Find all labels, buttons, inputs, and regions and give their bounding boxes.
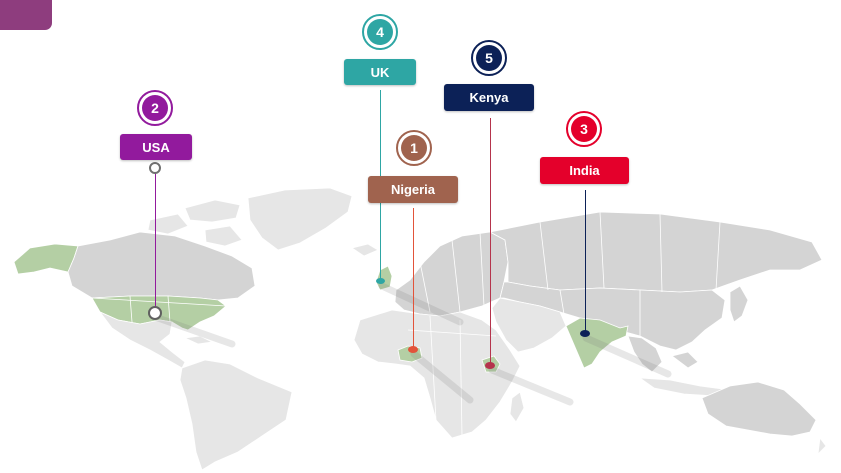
australia-shape: [701, 381, 817, 437]
japan-shape: [729, 285, 749, 323]
nigeria-rank-badge: 1: [396, 130, 432, 166]
usa-pin-point: [148, 306, 162, 320]
usa-pin-top-ring: [149, 162, 161, 174]
usa-rank-badge: 2: [137, 90, 173, 126]
iceland-shape: [351, 243, 379, 257]
india-label: India: [540, 157, 629, 184]
kenya-label: Kenya: [444, 84, 534, 111]
india-rank-badge: 3: [566, 111, 602, 147]
usa-rank-number: 2: [142, 95, 168, 121]
kenya-pin-point: [485, 362, 495, 369]
mexico-shape: [98, 311, 186, 369]
madagascar-shape: [509, 391, 525, 423]
nigeria-pin-line: [413, 208, 414, 348]
russia-shape: [488, 211, 823, 293]
kenya-pin-line: [490, 118, 491, 364]
uk-pin-point: [376, 278, 385, 284]
uk-label: UK: [344, 59, 416, 85]
southeast-asia-shape: [627, 335, 699, 373]
nigeria-pin-shadow: [410, 350, 474, 404]
map-borders: [91, 211, 721, 437]
uk-rank-number: 4: [367, 19, 393, 45]
south-america-shape: [179, 359, 293, 471]
new-zealand-shape: [817, 436, 827, 456]
caribbean-shape: [183, 335, 214, 345]
middle-east-shape: [491, 297, 567, 353]
nigeria-rank-number: 1: [401, 135, 427, 161]
usa-pin-line: [155, 172, 156, 308]
canada-shape: [67, 231, 256, 301]
kenya-rank-number: 5: [476, 45, 502, 71]
kenya-pin-shadow: [488, 366, 574, 406]
alaska-shape: [13, 243, 79, 275]
africa-shape: [353, 309, 521, 439]
greenland-shape: [247, 187, 353, 251]
uk-rank-badge: 4: [362, 14, 398, 50]
india-pin-shadow: [582, 334, 672, 378]
corner-accent-tab: [0, 0, 52, 30]
kenya-rank-badge: 5: [471, 40, 507, 76]
nigeria-label: Nigeria: [368, 176, 458, 203]
uk-pin-shadow: [378, 282, 464, 326]
usa-label: USA: [120, 134, 192, 160]
arctic-islands-shape: [147, 199, 243, 247]
india-pin-line: [585, 190, 586, 332]
nigeria-pin-point: [408, 346, 418, 353]
india-pin-point: [580, 330, 590, 337]
usa-pin-shadow: [154, 314, 236, 348]
india-rank-number: 3: [571, 116, 597, 142]
